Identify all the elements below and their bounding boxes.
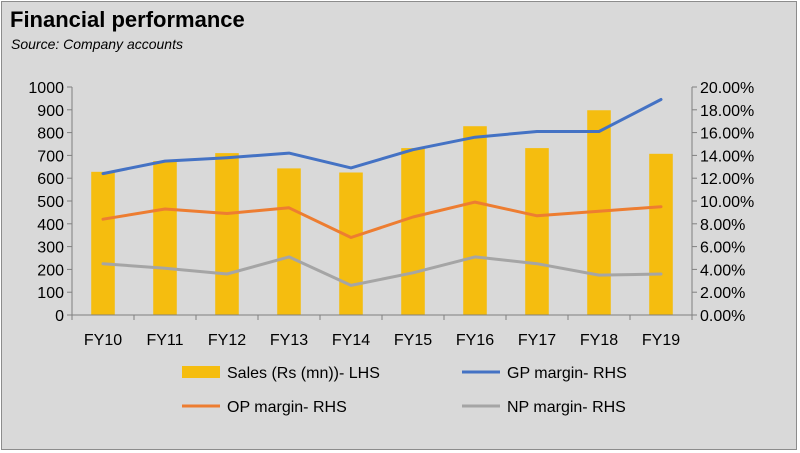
x-tick-label: FY12 [208, 332, 246, 349]
chart-subtitle: Source: Company accounts [11, 36, 183, 52]
chart-title: Financial performance [10, 7, 245, 32]
bar-sales [525, 148, 549, 315]
bar-sales [215, 153, 239, 315]
y-right-tick-label: 14.00% [700, 148, 754, 165]
y-right-tick-label: 10.00% [700, 194, 754, 211]
y-right-tick-label: 4.00% [700, 262, 745, 279]
y-left-tick-label: 0 [55, 308, 64, 325]
y-left-tick-label: 500 [37, 194, 64, 211]
bar-sales [277, 168, 301, 315]
x-tick-label: FY14 [332, 332, 370, 349]
legend-label: NP margin- RHS [507, 399, 626, 416]
y-right-tick-label: 16.00% [700, 126, 754, 143]
legend-swatch-sales [182, 366, 220, 378]
line-op-margin [101, 200, 663, 239]
bar-sales [463, 126, 487, 315]
y-right-tick-label: 8.00% [700, 217, 745, 234]
x-tick-label: FY11 [146, 332, 183, 349]
y-right-tick-label: 12.00% [700, 171, 754, 188]
legend-label: GP margin- RHS [507, 365, 627, 382]
bar-sales [153, 161, 177, 315]
x-tick-label: FY10 [84, 332, 122, 349]
y-right-tick-label: 0.00% [700, 308, 745, 325]
y-left-tick-label: 1000 [28, 80, 64, 97]
line-np-margin [101, 255, 663, 287]
y-right-tick-label: 18.00% [700, 103, 754, 120]
x-tick-label: FY17 [518, 332, 556, 349]
y-left-tick-label: 200 [37, 262, 64, 279]
bar-sales [339, 172, 363, 315]
y-left-tick-label: 900 [37, 103, 64, 120]
bar-sales [649, 153, 673, 315]
y-left-tick-label: 600 [37, 171, 64, 188]
x-tick-label: FY18 [580, 332, 618, 349]
x-tick-label: FY15 [394, 332, 432, 349]
y-left-tick-label: 800 [37, 126, 64, 143]
y-right-tick-label: 6.00% [700, 240, 745, 257]
x-tick-label: FY19 [642, 332, 680, 349]
y-left-tick-label: 300 [37, 240, 64, 257]
y-left-tick-label: 700 [37, 148, 64, 165]
x-tick-label: FY13 [270, 332, 308, 349]
x-tick-label: FY16 [456, 332, 494, 349]
y-right-tick-label: 20.00% [700, 80, 754, 97]
bar-sales [401, 148, 425, 315]
line-gp-margin [101, 98, 663, 176]
y-left-tick-label: 400 [37, 217, 64, 234]
legend-label: OP margin- RHS [227, 399, 347, 416]
y-left-tick-label: 100 [37, 285, 64, 302]
y-right-tick-label: 2.00% [700, 285, 745, 302]
legend-label: Sales (Rs (mn))- LHS [227, 365, 380, 382]
bar-sales [91, 171, 115, 315]
